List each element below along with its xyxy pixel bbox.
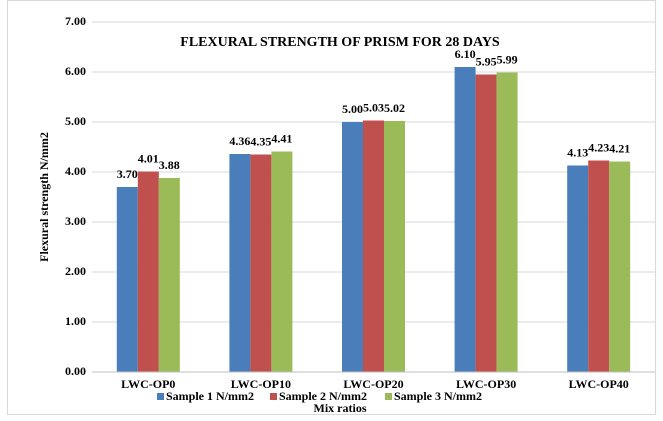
bar <box>137 171 159 372</box>
bar <box>496 72 518 372</box>
x-tick-label: LWC-OP30 <box>456 377 516 391</box>
value-label: 5.02 <box>384 101 405 115</box>
y-tick-label: 7.00 <box>65 14 86 28</box>
value-label: 4.23 <box>588 140 609 154</box>
legend-label: Sample 3 N/mm2 <box>394 389 482 403</box>
x-tick-label: LWC-OP0 <box>121 377 175 391</box>
value-label: 6.10 <box>455 47 476 61</box>
chart-frame <box>7 0 656 415</box>
bar <box>454 67 476 372</box>
value-label: 4.21 <box>609 141 630 155</box>
bar <box>588 160 610 372</box>
y-tick-label: 2.00 <box>65 264 86 278</box>
value-label: 5.03 <box>363 100 384 114</box>
y-tick-label: 5.00 <box>65 114 86 128</box>
value-label: 5.99 <box>497 52 518 66</box>
legend-swatch <box>385 393 392 400</box>
bar <box>609 161 631 372</box>
value-label: 5.95 <box>476 54 497 68</box>
bar <box>363 120 384 372</box>
chart-title: FLEXURAL STRENGTH OF PRISM FOR 28 DAYS <box>180 35 500 50</box>
value-label: 4.36 <box>229 134 250 148</box>
legend-label: Sample 1 N/mm2 <box>166 389 254 403</box>
bar <box>116 187 138 372</box>
x-axis-label: Mix ratios <box>314 401 367 415</box>
bar <box>567 165 589 372</box>
value-label: 4.35 <box>250 134 271 148</box>
y-tick-label: 4.00 <box>65 164 86 178</box>
bar <box>250 154 272 372</box>
y-tick-label: 1.00 <box>65 314 86 328</box>
bar <box>229 154 251 372</box>
y-tick-label: 3.00 <box>65 214 86 228</box>
value-label: 3.70 <box>117 167 138 181</box>
y-axis-label: Flexural strength N/mm2 <box>37 132 51 262</box>
bar <box>384 121 405 372</box>
value-label: 3.88 <box>159 158 180 172</box>
value-label: 4.01 <box>138 151 159 165</box>
legend-label: Sample 2 N/mm2 <box>279 389 367 403</box>
value-label: 5.00 <box>342 102 363 116</box>
x-tick-label: LWC-OP20 <box>343 377 403 391</box>
value-label: 4.13 <box>567 145 588 159</box>
y-tick-label: 6.00 <box>65 64 86 78</box>
legend-swatch <box>270 393 277 400</box>
value-label: 4.41 <box>271 131 292 145</box>
bar <box>342 122 363 372</box>
y-tick-label: 0.00 <box>65 364 86 378</box>
legend-swatch <box>157 393 164 400</box>
bar <box>475 74 497 372</box>
x-tick-label: LWC-OP10 <box>231 377 291 391</box>
bar <box>158 178 180 372</box>
x-tick-label: LWC-OP40 <box>569 377 629 391</box>
bar <box>271 151 293 372</box>
